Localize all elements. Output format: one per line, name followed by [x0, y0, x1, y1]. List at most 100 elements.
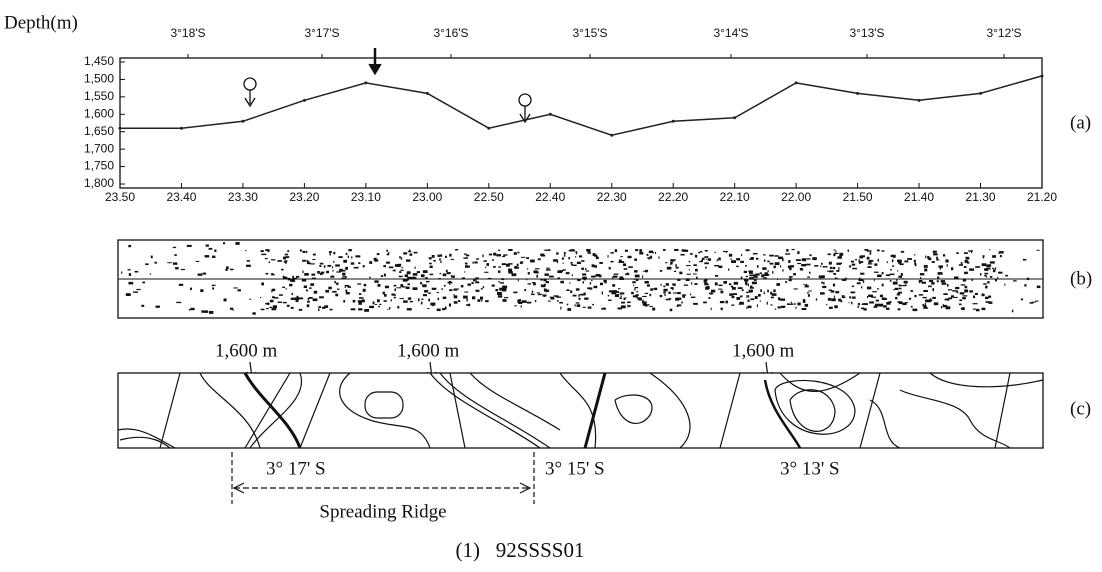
sonar-speck	[455, 249, 459, 251]
sonar-speck	[134, 270, 139, 273]
sonar-speck	[517, 299, 521, 303]
sonar-speck	[755, 273, 760, 276]
sonar-speck	[982, 256, 985, 259]
sonar-speck	[928, 257, 932, 261]
top-label: 3°18'S	[170, 26, 205, 40]
sonar-speck	[574, 304, 576, 307]
sonar-speck	[427, 308, 430, 310]
sonar-speck	[487, 277, 492, 280]
sonar-speck	[898, 260, 902, 264]
sonar-speck	[707, 258, 712, 261]
sonar-speck	[808, 290, 812, 292]
sonar-speck	[587, 249, 591, 253]
sonar-speck	[330, 275, 335, 278]
x-tick-label: 23.20	[289, 190, 319, 204]
sonar-speck	[647, 257, 653, 259]
sonar-speck	[832, 266, 836, 270]
sonar-speck	[540, 284, 545, 286]
sonar-speck	[453, 294, 455, 296]
sonar-speck	[947, 289, 953, 291]
sonar-speck	[272, 305, 277, 309]
sonar-image	[121, 242, 1041, 315]
sonar-speck	[670, 259, 675, 262]
sonar-speck	[861, 286, 863, 289]
sonar-speck	[223, 298, 227, 302]
sonar-speck	[899, 263, 904, 266]
sonar-speck	[472, 296, 476, 300]
sonar-speck	[939, 267, 942, 270]
sonar-speck	[407, 276, 413, 280]
sonar-speck	[849, 265, 851, 268]
sonar-speck	[869, 301, 874, 304]
sonar-speck	[307, 260, 309, 262]
sonar-speck	[536, 292, 540, 294]
sonar-speck	[581, 260, 585, 262]
sonar-speck	[613, 275, 618, 278]
sonar-speck	[750, 298, 755, 301]
sonar-speck	[631, 291, 634, 295]
sonar-speck	[895, 296, 898, 300]
sonar-speck	[710, 307, 712, 311]
sonar-speck	[828, 289, 832, 291]
sonar-speck	[862, 307, 865, 310]
sonar-speck	[751, 281, 757, 285]
sonar-speck	[703, 301, 707, 304]
sonar-speck	[833, 295, 835, 299]
sonar-speck	[984, 272, 989, 275]
sonar-speck	[818, 275, 823, 279]
sonar-speck	[612, 276, 614, 279]
sonar-speck	[269, 299, 274, 303]
sonar-speck	[518, 301, 523, 304]
sonar-speck	[710, 292, 713, 295]
sonar-speck	[767, 260, 770, 263]
sonar-speck	[284, 253, 288, 256]
sonar-speck	[204, 310, 209, 313]
sonar-speck	[186, 244, 192, 247]
sonar-speck	[375, 257, 377, 259]
sonar-speck	[746, 291, 749, 294]
sonar-speck	[992, 269, 996, 273]
sonar-speck	[570, 262, 573, 264]
sonar-speck	[195, 260, 200, 262]
sonar-speck	[517, 279, 519, 282]
sonar-speck	[317, 271, 320, 274]
sonar-speck	[731, 304, 735, 306]
sonar-speck	[898, 284, 902, 287]
sonar-speck	[329, 308, 333, 311]
sonar-speck	[956, 252, 959, 254]
sonar-speck	[519, 261, 522, 264]
sonar-speck	[506, 263, 510, 267]
sonar-speck	[831, 298, 836, 302]
sonar-speck	[390, 299, 392, 302]
sonar-speck	[441, 288, 443, 290]
sonar-speck	[601, 307, 606, 310]
sonar-speck	[655, 251, 657, 254]
sonar-speck	[822, 266, 828, 268]
sonar-speck	[557, 277, 560, 279]
sonar-speck	[838, 267, 840, 270]
sonar-speck	[789, 277, 792, 280]
sonar-speck	[829, 270, 834, 273]
sonar-speck	[974, 292, 978, 295]
sonar-speck	[463, 295, 468, 299]
sonar-speck	[992, 255, 996, 258]
sonar-speck	[382, 291, 385, 295]
depth-label: 1,600 m	[215, 340, 278, 361]
sonar-speck	[402, 286, 407, 288]
sonar-speck	[621, 301, 625, 304]
sonar-speck	[750, 257, 754, 260]
sonar-speck	[425, 277, 428, 279]
sonar-speck	[488, 253, 493, 256]
sonar-speck	[301, 279, 307, 282]
sonar-speck	[520, 261, 524, 264]
sonar-speck	[892, 265, 895, 267]
sonar-speck	[923, 305, 927, 308]
sonar-speck	[212, 287, 215, 290]
sonar-speck	[473, 279, 476, 282]
sonar-speck	[407, 250, 412, 253]
sonar-speck	[502, 285, 508, 289]
sonar-speck	[716, 259, 719, 262]
sonar-speck	[237, 289, 241, 292]
sonar-speck	[431, 287, 437, 290]
sonar-speck	[327, 264, 332, 267]
